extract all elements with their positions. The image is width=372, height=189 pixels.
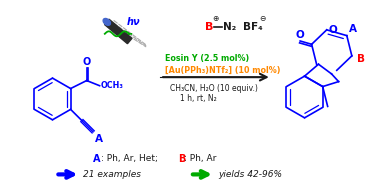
Ellipse shape <box>103 19 110 25</box>
Text: : Ph, Ar: : Ph, Ar <box>184 154 217 163</box>
Text: 21 examples: 21 examples <box>83 170 141 179</box>
Text: N₂: N₂ <box>223 22 236 33</box>
Text: A: A <box>349 24 357 34</box>
Text: : Ph, Ar, Het;: : Ph, Ar, Het; <box>101 154 161 163</box>
Text: CH₃CN, H₂O (10 equiv.): CH₃CN, H₂O (10 equiv.) <box>170 84 258 93</box>
Text: Eosin Y (2.5 mol%): Eosin Y (2.5 mol%) <box>165 54 249 63</box>
Text: O: O <box>296 29 305 40</box>
Text: hν: hν <box>126 18 140 27</box>
Text: O: O <box>83 57 91 67</box>
Text: OCH₃: OCH₃ <box>100 81 124 90</box>
Text: 1 h, rt, N₂: 1 h, rt, N₂ <box>180 94 217 103</box>
Text: B: B <box>205 22 213 33</box>
Text: ⊕: ⊕ <box>212 14 218 22</box>
Polygon shape <box>105 19 132 44</box>
Text: yields 42-96%: yields 42-96% <box>218 170 282 179</box>
Text: ⊖: ⊖ <box>260 14 266 22</box>
Text: BF₄: BF₄ <box>243 22 262 33</box>
Text: B: B <box>357 54 365 64</box>
Text: O: O <box>329 25 337 35</box>
Text: A: A <box>93 153 100 163</box>
Text: [Au(PPh₃)NTf₂] (10 mol%): [Au(PPh₃)NTf₂] (10 mol%) <box>165 66 280 75</box>
Text: B: B <box>178 153 185 163</box>
Text: A: A <box>95 134 103 144</box>
